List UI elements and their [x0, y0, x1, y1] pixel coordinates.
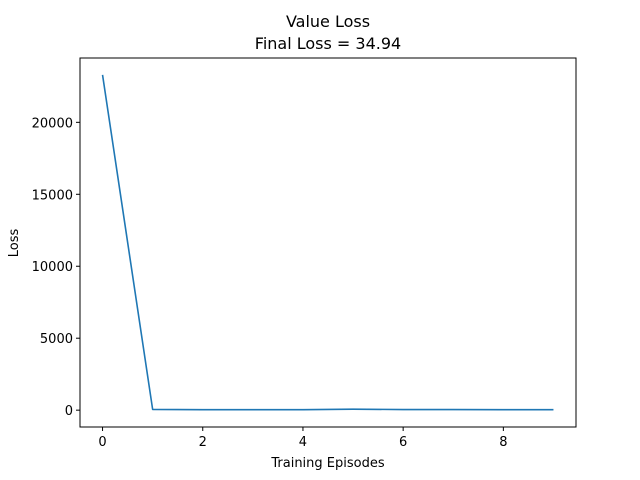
y-axis: 0 5000 10000 15000 20000	[32, 116, 80, 419]
chart-subtitle: Final Loss = 34.94	[255, 34, 401, 53]
x-tick-label: 2	[199, 435, 207, 450]
series-layer	[101, 74, 554, 411]
series-line	[101, 74, 554, 411]
x-tick-label: 0	[98, 435, 106, 450]
x-tick-label: 4	[299, 435, 307, 450]
x-tick-label: 8	[499, 435, 507, 450]
x-axis-label: Training Episodes	[270, 456, 384, 471]
y-axis-label: Loss	[7, 229, 22, 258]
y-tick-label: 20000	[32, 116, 73, 131]
plot-frame	[79, 57, 577, 428]
x-axis: 0 2 4 6 8	[98, 427, 507, 450]
chart-title: Value Loss	[286, 12, 370, 31]
y-tick-label: 5000	[40, 332, 73, 347]
y-tick-label: 15000	[32, 188, 73, 203]
plot-area: 0 2 4 6 8 0 5000 10000 15000 20000	[32, 57, 577, 450]
y-tick-label: 10000	[32, 260, 73, 275]
x-tick-label: 6	[399, 435, 407, 450]
y-tick-label: 0	[65, 404, 73, 419]
